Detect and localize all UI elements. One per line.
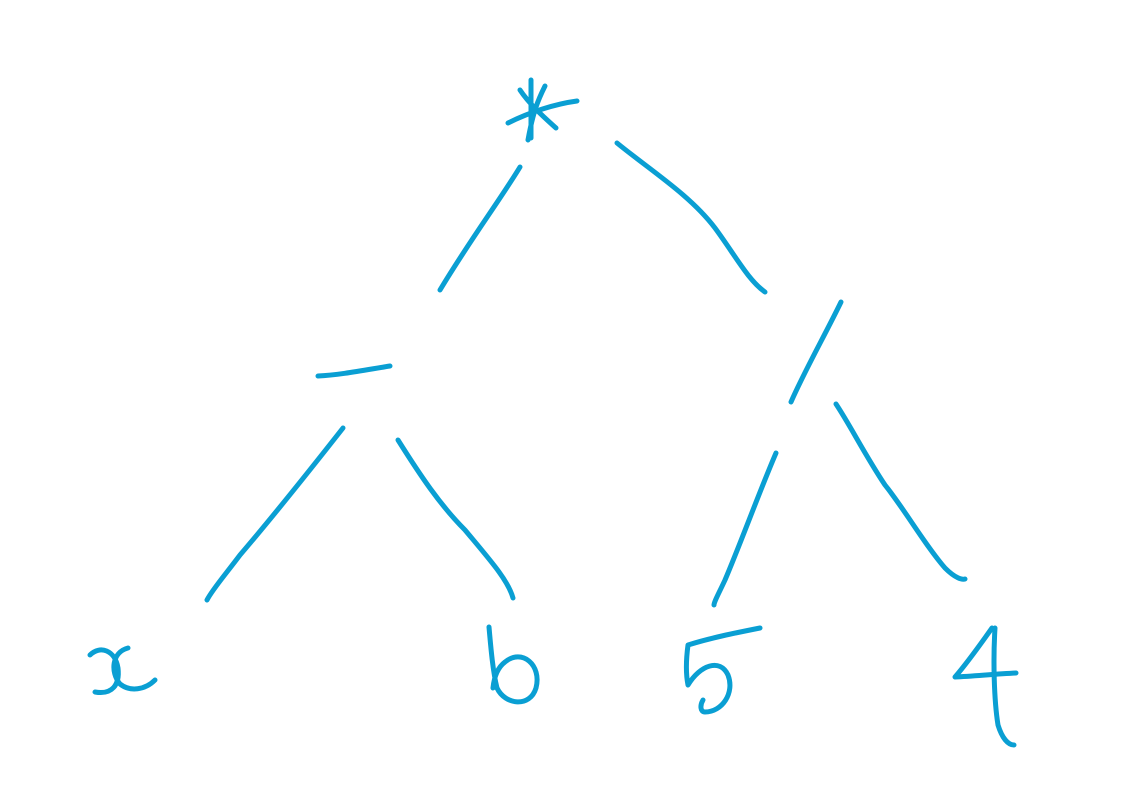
edge-root-to-divide bbox=[614, 140, 768, 295]
edge-root-to-minus bbox=[437, 164, 523, 293]
minus-glyph bbox=[315, 363, 393, 379]
five-glyph bbox=[684, 625, 763, 715]
tree-edges bbox=[204, 140, 968, 608]
edge-divide-to-4 bbox=[833, 401, 968, 582]
node-leaf-4: 4 bbox=[952, 625, 1019, 748]
x-glyph bbox=[87, 647, 121, 696]
edge-minus-to-b bbox=[395, 437, 516, 601]
slash-glyph bbox=[788, 299, 844, 405]
edge-minus-to-x bbox=[204, 425, 346, 603]
node-minus: − bbox=[315, 363, 393, 379]
node-divide: / bbox=[788, 299, 844, 405]
node-leaf-b: b bbox=[486, 624, 540, 705]
b-glyph bbox=[486, 624, 540, 705]
tree-nodes: * − / x b 5 4 bbox=[87, 77, 1019, 748]
four-glyph bbox=[952, 625, 1019, 680]
node-root-multiply: * bbox=[505, 77, 580, 143]
edge-divide-to-5 bbox=[711, 450, 779, 608]
node-leaf-5: 5 bbox=[684, 625, 763, 715]
node-leaf-x: x bbox=[87, 645, 158, 696]
